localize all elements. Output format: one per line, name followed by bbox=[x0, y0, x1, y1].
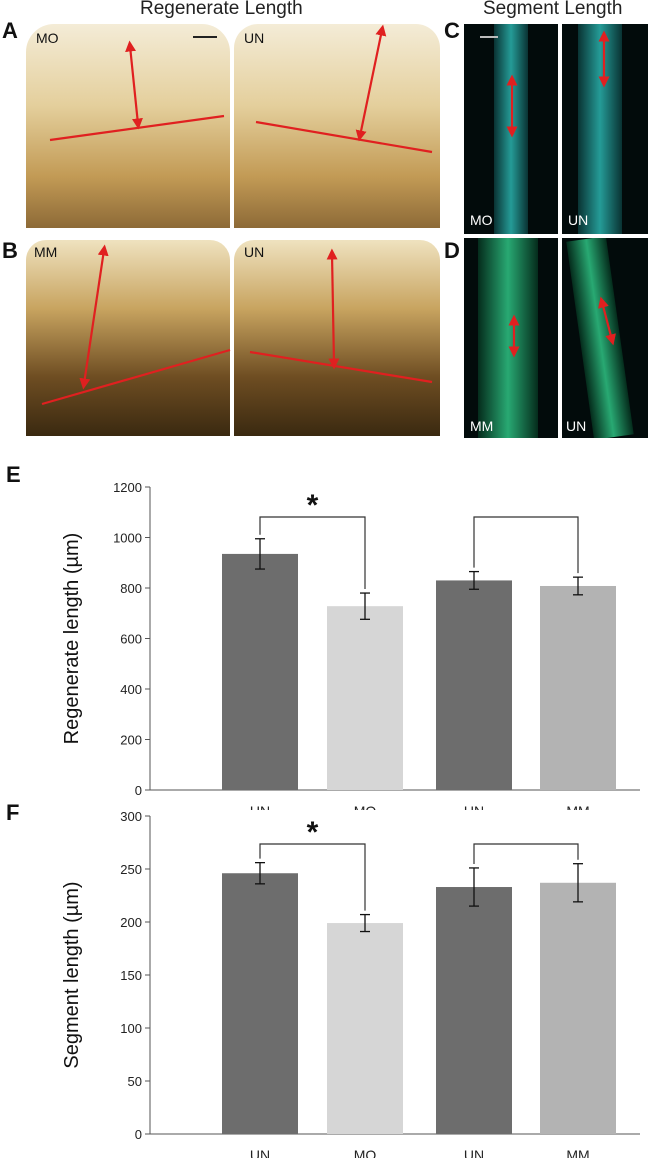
x-category-label: UN bbox=[464, 1147, 484, 1158]
significance-star: * bbox=[307, 489, 319, 522]
x-category-label: MM bbox=[566, 803, 589, 810]
regenerate-arrow-b-un bbox=[326, 248, 340, 370]
regenerate-length-header: Regenerate Length bbox=[140, 0, 303, 19]
significance-bracket bbox=[473, 843, 579, 864]
bar-mo bbox=[327, 923, 403, 1134]
image-label-d-mm: MM bbox=[470, 418, 494, 434]
regenerate-length-chart: 0 200 400 600 800 1000 1200 Regenerate length (… bbox=[61, 480, 640, 810]
bar-mo bbox=[327, 606, 403, 790]
significance-bracket bbox=[259, 843, 366, 911]
scale-bar-c bbox=[480, 36, 498, 38]
y-tick-label: 50 bbox=[128, 1074, 142, 1089]
bar-un bbox=[222, 873, 298, 1134]
regenerate-arrow-a-un bbox=[355, 24, 387, 142]
y-tick-label: 100 bbox=[120, 1021, 142, 1036]
scale-bar-a bbox=[193, 36, 217, 38]
bar-mm bbox=[540, 585, 616, 790]
y-tick-label: 1000 bbox=[113, 531, 142, 546]
bar-mm bbox=[540, 882, 616, 1134]
significance-star: * bbox=[307, 816, 319, 849]
y-axis-label: Segment length (µm) bbox=[61, 881, 83, 1068]
y-tick-label: 600 bbox=[120, 632, 142, 647]
regenerate-arrow-b-mm bbox=[79, 244, 109, 390]
segment-length-header: Segment Length bbox=[483, 0, 623, 19]
image-label-b-un: UN bbox=[244, 244, 265, 260]
image-label-a-un: UN bbox=[244, 30, 265, 46]
y-tick-label: 0 bbox=[135, 783, 142, 798]
y-axis-label: Regenerate length (µm) bbox=[61, 533, 83, 745]
panel-letter-c: C bbox=[444, 18, 460, 43]
segment-length-chart: 0 50 100 150 200 250 300 Segment length (µm) UN M… bbox=[61, 809, 640, 1158]
significance-bracket bbox=[259, 516, 366, 590]
y-tick-label: 200 bbox=[120, 915, 142, 930]
bar-un bbox=[222, 553, 298, 790]
x-category-label: MO bbox=[354, 1147, 377, 1158]
amputation-line-a-un bbox=[255, 120, 433, 154]
bar-un bbox=[436, 887, 512, 1134]
y-tick-label: 1200 bbox=[113, 480, 142, 495]
panel-letter-d: D bbox=[444, 238, 460, 263]
x-category-label: UN bbox=[250, 803, 270, 810]
amputation-line-b-mm bbox=[41, 348, 231, 406]
panel-letter-e: E bbox=[6, 462, 21, 487]
y-tick-label: 150 bbox=[120, 968, 142, 983]
segment-image-c-mo: MO bbox=[464, 24, 558, 234]
x-category-label: UN bbox=[464, 803, 484, 810]
y-tick-label: 200 bbox=[120, 733, 142, 748]
image-label-a-mo: MO bbox=[36, 30, 59, 46]
y-tick-label: 300 bbox=[120, 809, 142, 824]
image-label-b-mm: MM bbox=[34, 244, 58, 260]
x-category-label: UN bbox=[250, 1147, 270, 1158]
fin-image-a-un: UN bbox=[234, 24, 440, 228]
fin-image-b-mm: MM bbox=[26, 240, 230, 436]
y-tick-label: 0 bbox=[135, 1127, 142, 1142]
bar-un bbox=[436, 580, 512, 790]
panel-letter-f: F bbox=[6, 800, 20, 825]
x-category-label: MM bbox=[566, 1147, 589, 1158]
x-category-label: MO bbox=[354, 803, 377, 810]
amputation-line-b-un bbox=[249, 350, 433, 384]
regenerate-arrow-a-mo bbox=[125, 40, 143, 130]
y-tick-label: 400 bbox=[120, 682, 142, 697]
image-label-d-un: UN bbox=[566, 418, 587, 434]
panel-letter-b: B bbox=[2, 238, 18, 263]
measurement-overlay bbox=[41, 24, 616, 406]
panel-letter-a: A bbox=[2, 18, 18, 43]
y-tick-label: 250 bbox=[120, 862, 142, 877]
image-label-c-mo: MO bbox=[470, 212, 493, 228]
image-label-c-un: UN bbox=[568, 212, 589, 228]
y-tick-label: 800 bbox=[120, 581, 142, 596]
significance-bracket bbox=[473, 516, 579, 574]
segment-arrow-d-un bbox=[598, 296, 616, 346]
fin-ray-glow bbox=[478, 238, 538, 438]
